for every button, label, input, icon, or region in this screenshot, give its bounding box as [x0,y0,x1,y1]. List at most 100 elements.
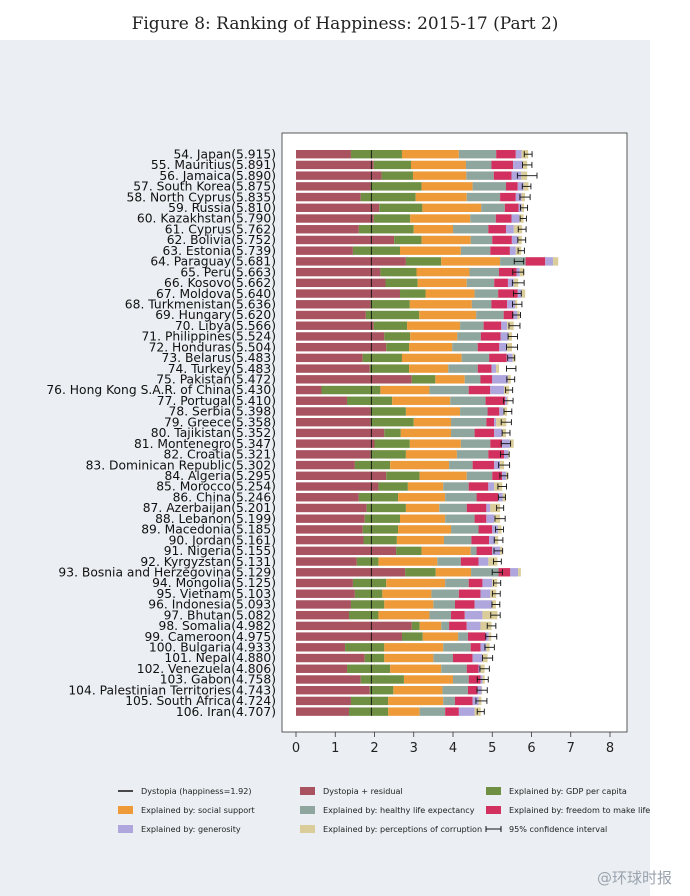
bar-segment-social [400,246,461,255]
bar-segment-freedom [495,214,512,223]
bar-segment-social [384,653,434,663]
bar-segment-social [390,664,442,673]
bar-segment-health [452,342,478,352]
bar-segment-social [386,578,446,588]
x-tick-label: 2 [370,741,378,756]
bar-segment-social [413,418,452,427]
bar-segment-residual [296,610,349,620]
bar-segment-social [422,203,482,212]
bar-segment-health [441,664,467,673]
bar-segment-residual [296,600,351,609]
legend-label: Explained by: generosity [141,824,241,834]
bar-segment-gdp [384,332,411,341]
bar-category-label: 81. Montenegro(5.347) [134,437,276,451]
bar-segment-social [419,471,467,480]
bar-segment-freedom [477,364,492,373]
legend-label: Explained by: social support [141,805,255,815]
bar-segment-residual [296,535,364,545]
bar-segment-generosity [517,182,524,191]
bar-category-label: 66. Kosovo(5.662) [164,276,276,290]
bar-segment-health [458,632,468,641]
bar-category-label: 57. South Korea(5.875) [133,180,276,194]
bar-category-label: 55. Mauritius(5.891) [151,158,276,172]
bar-segment-health [460,439,491,448]
bar-segment-residual [296,235,395,245]
bar-category-label: 104. Palestinian Territories(4.743) [68,683,276,697]
bar-category-label: 68. Turkmenistan(5.636) [125,297,276,311]
bar-category-label: 91. Nigeria(5.155) [164,544,276,558]
bar-segment-freedom [485,396,506,405]
bar-segment-generosity [505,225,514,234]
bar-segment-corruption [488,557,498,566]
bar-segment-freedom [492,471,503,480]
bar-segment-generosity [500,332,509,341]
bar-segment-gdp [386,342,410,352]
bar-segment-freedom [503,310,514,320]
bar-category-label: 102. Venezuela(4.806) [137,662,276,676]
x-tick-label: 1 [331,741,339,756]
bar-segment-gdp [386,471,420,480]
bar-segment-social [416,267,470,277]
bar-segment-health [457,332,481,341]
bar-segment-freedom [490,246,510,255]
bar-segment-residual [296,289,401,298]
bar-segment-gdp [345,643,385,652]
bar-segment-residual [296,257,406,266]
bar-segment-freedom [498,289,518,298]
bar-segment-freedom [476,493,499,502]
bar-segment-generosity [511,171,522,180]
bar-segment-gdp [358,493,399,502]
bar-segment-social [393,686,443,695]
bar-category-label: 105. South Africa(4.724) [125,694,276,708]
bar-segment-social [384,643,444,652]
bar-segment-generosity [486,503,491,513]
bar-segment-gdp [385,278,418,288]
bar-category-label: 77. Portugal(5.410) [157,394,276,408]
bar-segment-generosity [510,568,519,577]
bar-segment-freedom [525,257,546,266]
bar-category-label: 60. Kazakhstan(5.790) [137,212,276,226]
legend-swatch-social [118,806,133,814]
bar-segment-generosity [486,514,495,523]
bar-segment-freedom [471,535,490,545]
bar-segment-social [409,342,453,352]
bar-segment-social [419,310,477,320]
bar-segment-health [453,675,469,684]
bar-segment-residual [296,632,402,641]
bar-segment-residual [296,342,387,352]
bar-segment-social [412,171,467,180]
bar-segment-health [461,353,490,363]
bar-segment-freedom [468,675,481,684]
bar-segment-health [443,482,469,491]
bar-category-label: 96. Indonesia(5.093) [148,598,276,612]
bar-segment-gdp [321,385,381,395]
bar-segment-generosity [501,321,508,330]
bar-category-label: 94. Mongolia(5.125) [152,576,276,590]
bar-category-label: 79. Greece(5.358) [164,415,276,429]
bar-category-label: 76. Hong Kong S.A.R. of China(5.430) [46,383,276,397]
bar-segment-residual [296,182,371,191]
bar-category-label: 89. Macedonia(5.185) [141,523,276,537]
bar-category-label: 71. Philippines(5.524) [141,330,276,344]
bar-segment-freedom [470,643,481,652]
bar-segment-gdp [370,450,406,459]
bar-segment-social [398,525,452,534]
bar-segment-freedom [468,482,489,491]
bar-segment-freedom [454,696,473,706]
bar-segment-health [471,568,499,577]
bar-segment-health [448,364,478,373]
bar-segment-freedom [496,150,516,159]
bar-segment-health [445,493,477,502]
bar-segment-social [417,278,467,288]
bar-segment-residual [296,407,371,416]
bar-segment-generosity [511,214,520,223]
bar-segment-health [456,450,489,459]
bar-segment-health [465,160,492,170]
bar-segment-gdp [370,182,422,191]
bar-segment-gdp [373,321,408,330]
bar-segment-social [410,214,471,223]
bar-segment-health [464,375,481,384]
bar-segment-gdp [380,267,417,277]
bar-segment-residual [296,246,353,255]
bar-segment-gdp [358,225,414,234]
